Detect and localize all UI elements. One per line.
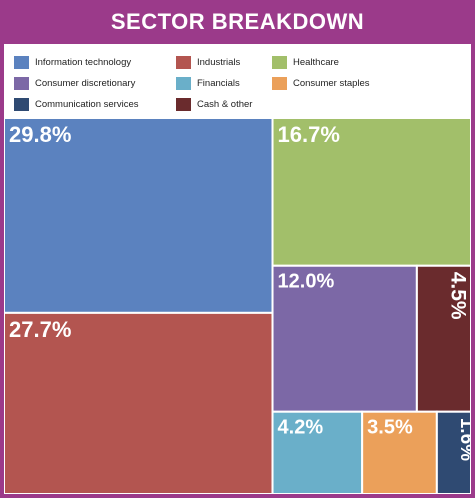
tile-value-label: 1.6% [456, 418, 471, 461]
legend-swatch [272, 56, 287, 69]
chart-panel: Information technology Industrials Healthc… [4, 44, 471, 494]
legend-label: Cash & other [197, 99, 253, 110]
tile-consumer-staples: 3.5% [361, 410, 438, 494]
legend-label: Consumer discretionary [35, 78, 136, 89]
legend-label: Communication services [35, 99, 139, 110]
tile-value-label: 16.7% [278, 122, 340, 147]
legend-label: Financials [197, 78, 240, 89]
chart-title: SECTOR BREAKDOWN [110, 9, 365, 34]
tile-communication-services: 1.6% [435, 410, 471, 494]
tile-value-label: 29.8% [9, 122, 71, 147]
legend-item: Consumer discretionary [14, 77, 135, 90]
legend-item: Cash & other [176, 98, 252, 111]
tile-cash-and-other: 4.5% [415, 264, 471, 413]
tile-financials: 4.2% [271, 410, 364, 494]
legend-swatch [14, 77, 29, 90]
legend-swatch [272, 77, 287, 90]
treemap-tile [271, 118, 471, 267]
tile-consumer-discretionary: 12.0% [271, 264, 418, 413]
treemap: 29.8% 27.7% 16.7% 12.0% 4.5% 4.2% 3.5% 1.6% [4, 118, 471, 494]
tile-value-label: 3.5% [367, 417, 413, 439]
legend-item: Healthcare [272, 56, 339, 69]
legend-item: Financials [176, 77, 240, 90]
legend-label: Healthcare [293, 57, 339, 68]
treemap-tile [435, 410, 471, 494]
legend-label: Information technology [35, 57, 132, 68]
legend-label: Consumer staples [293, 78, 370, 89]
treemap-tile [4, 118, 274, 314]
tile-value-label: 4.2% [278, 417, 324, 439]
legend-item: Communication services [14, 98, 138, 111]
legend-swatch [176, 77, 191, 90]
legend-label: Industrials [197, 57, 241, 68]
tile-information-technology: 29.8% [4, 118, 274, 314]
legend: Information technology Industrials Healthc… [4, 44, 471, 118]
legend-item: Consumer staples [272, 77, 370, 90]
legend-swatch [176, 98, 191, 111]
legend-item: Information technology [14, 56, 131, 69]
tile-healthcare: 16.7% [271, 118, 471, 267]
treemap-tile [4, 311, 274, 494]
legend-swatch [14, 98, 29, 111]
tile-value-label: 27.7% [9, 317, 71, 342]
legend-swatch [14, 56, 29, 69]
tile-industrials: 27.7% [4, 311, 274, 494]
treemap-tile [415, 264, 471, 413]
treemap-tile [271, 410, 364, 494]
tile-value-label: 4.5% [446, 272, 469, 320]
legend-item: Industrials [176, 56, 240, 69]
treemap-tile [271, 264, 418, 413]
tile-value-label: 12.0% [278, 271, 335, 293]
legend-swatch [176, 56, 191, 69]
